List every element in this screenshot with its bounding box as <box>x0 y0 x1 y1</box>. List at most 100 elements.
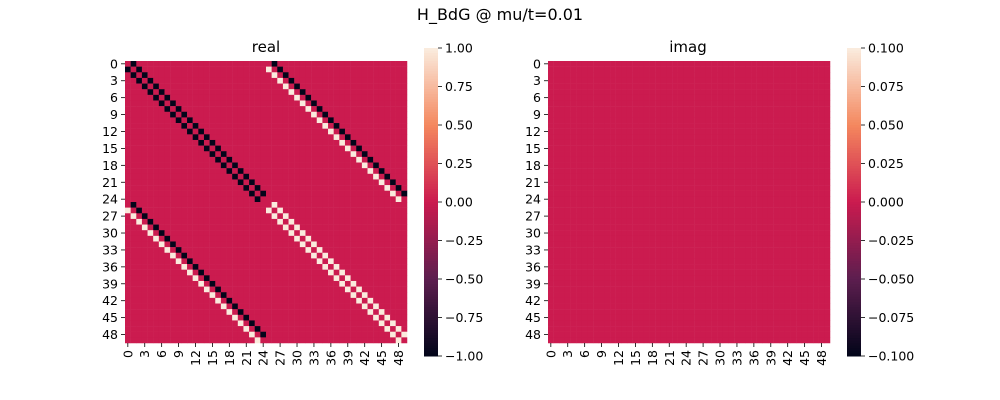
heat-cell <box>395 207 402 214</box>
heat-cell <box>136 252 143 259</box>
heat-cell <box>610 247 616 254</box>
heat-cell <box>333 66 340 73</box>
heat-cell <box>266 77 272 84</box>
heat-cell <box>401 230 408 237</box>
heat-cell <box>299 286 306 293</box>
heat-cell <box>677 213 684 220</box>
heat-cell <box>209 269 216 276</box>
heat-cell <box>288 235 295 242</box>
heat-cell <box>141 314 148 321</box>
heat-cell <box>147 297 154 304</box>
heat-cell <box>779 247 786 254</box>
heat-cell <box>232 196 239 203</box>
heat-cell <box>773 168 780 175</box>
heat-cell <box>136 320 143 327</box>
heat-cell <box>581 303 588 310</box>
heat-cell <box>390 134 396 141</box>
heat-cell <box>824 241 831 248</box>
heat-cell <box>610 196 616 203</box>
heat-cell <box>801 185 808 191</box>
heat-cell <box>356 179 363 186</box>
heat-cell <box>728 207 735 214</box>
heat-cell <box>790 173 797 180</box>
heat-cell <box>141 173 148 180</box>
heat-cell <box>722 275 729 282</box>
heat-cell <box>361 337 368 344</box>
heat-cell <box>553 83 560 90</box>
heat-cell <box>643 286 650 293</box>
heat-cell <box>339 218 346 225</box>
heat-cell <box>390 224 396 231</box>
heat-cell <box>215 123 222 129</box>
heat-cell <box>395 326 402 332</box>
heat-cell <box>604 309 611 316</box>
heat-cell <box>356 196 363 203</box>
heat-cell <box>164 123 171 129</box>
heat-cell <box>604 117 611 124</box>
heat-cell <box>243 280 250 287</box>
heat-cell <box>203 77 210 84</box>
heat-cell <box>683 235 690 242</box>
heat-cell <box>790 168 797 175</box>
heat-cell <box>339 128 346 135</box>
heat-cell <box>672 258 678 265</box>
heat-cell <box>581 213 588 220</box>
heat-cell <box>361 320 368 327</box>
heat-cell <box>767 303 774 310</box>
heat-cell <box>632 77 639 84</box>
heat-cell <box>722 94 729 101</box>
heat-cell <box>576 66 583 73</box>
heat-cell <box>756 151 763 158</box>
heat-cell <box>626 145 633 152</box>
heat-cell <box>164 280 171 287</box>
heat-cell <box>728 213 735 220</box>
heat-cell <box>739 123 746 129</box>
heat-cell <box>395 224 402 231</box>
heat-cell <box>722 139 729 146</box>
heat-cell <box>801 269 808 276</box>
heat-cell <box>717 297 724 304</box>
heat-cell <box>294 196 301 203</box>
heat-cell <box>717 106 724 113</box>
heat-cell <box>779 213 786 220</box>
heat-cell <box>378 230 385 237</box>
heat-cell <box>705 151 712 158</box>
heat-cell <box>576 173 583 180</box>
heat-cell <box>756 156 763 163</box>
heat-cell <box>266 134 272 141</box>
heat-cell <box>266 61 272 67</box>
heat-cell <box>367 72 374 79</box>
heat-cell <box>367 173 374 180</box>
heat-cell <box>181 61 188 67</box>
y-tick-label: 18 <box>102 158 118 173</box>
heat-cell <box>615 207 622 214</box>
heat-cell <box>125 292 131 299</box>
heat-cell <box>299 190 306 197</box>
heat-cell <box>570 106 577 113</box>
heat-cell <box>192 139 199 146</box>
colorbar-band <box>424 142 438 147</box>
heat-cell <box>136 190 143 197</box>
heat-cell <box>339 286 346 293</box>
heat-cell <box>226 89 233 96</box>
heat-cell <box>254 252 261 259</box>
heat-cell <box>328 326 334 332</box>
heat-cell <box>141 94 148 101</box>
heat-cell <box>604 224 611 231</box>
heat-cell <box>198 280 205 287</box>
heat-cell <box>344 309 351 316</box>
heat-cell <box>694 134 701 141</box>
heat-cell <box>288 269 295 276</box>
heat-cell <box>559 269 566 276</box>
heat-cell <box>638 196 645 203</box>
heat-cell <box>700 190 707 197</box>
heat-cell <box>576 83 583 90</box>
heat-cell <box>277 235 284 242</box>
heat-cell <box>548 173 554 180</box>
heat-cell <box>773 156 780 163</box>
heat-cell <box>192 280 199 287</box>
heat-cell <box>666 275 673 282</box>
heat-cell <box>260 117 267 124</box>
heat-cell <box>649 309 656 316</box>
heat-cell <box>390 235 396 242</box>
